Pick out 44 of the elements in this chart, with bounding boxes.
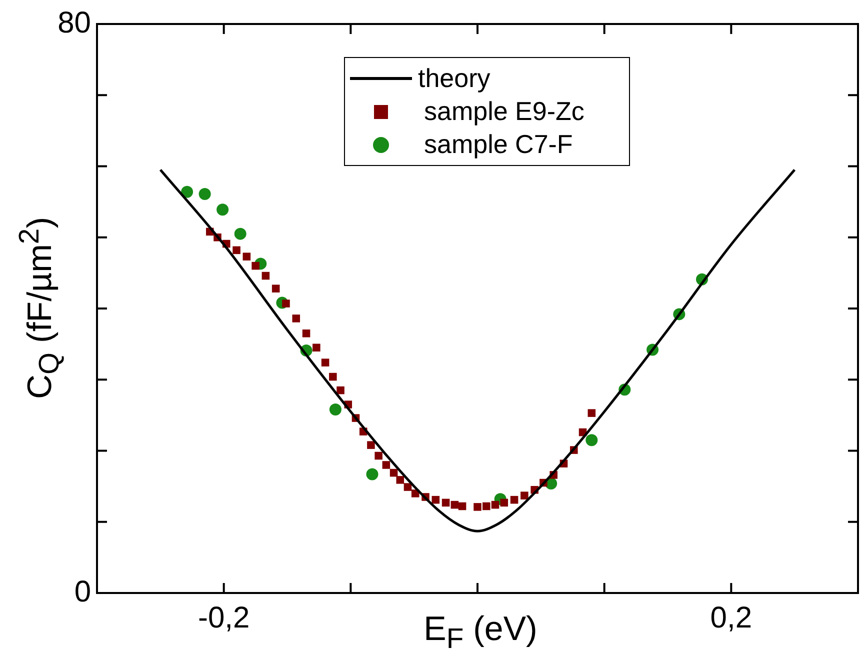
legend-label: sample E9-Zc (424, 96, 584, 127)
point (329, 404, 342, 416)
point (181, 186, 194, 198)
point (252, 262, 260, 270)
point (262, 272, 270, 280)
legend-label: sample C7-F (424, 129, 573, 160)
point (491, 500, 500, 509)
point (432, 496, 440, 504)
point (482, 502, 490, 510)
x-tick-label: -0,2 (198, 601, 250, 634)
point (390, 468, 398, 477)
y-tick-label: 0 (74, 575, 91, 608)
point (272, 284, 280, 292)
point (588, 409, 596, 417)
point (586, 434, 598, 446)
point (510, 496, 518, 504)
y-tick-label: 80 (58, 6, 91, 40)
point (234, 228, 246, 240)
point (292, 314, 300, 322)
point (396, 476, 404, 484)
point (367, 441, 375, 449)
line-series (159, 168, 796, 532)
point (458, 502, 466, 510)
point (302, 330, 310, 338)
point (474, 503, 482, 511)
point (442, 498, 450, 507)
legend-label: theory (418, 63, 490, 94)
point (312, 344, 320, 352)
point (374, 452, 382, 460)
point (404, 483, 412, 491)
point (366, 468, 378, 480)
x-axis-title: E$_{F}$ (eV) (424, 610, 538, 655)
point (282, 300, 290, 308)
point (198, 188, 211, 200)
point (382, 461, 390, 469)
point (520, 492, 528, 500)
x-tick-label: 0,2 (710, 601, 752, 634)
point (321, 358, 330, 366)
point (216, 204, 229, 216)
point (232, 246, 240, 254)
point (329, 372, 337, 381)
point (450, 500, 459, 509)
point (242, 252, 251, 260)
point (336, 386, 344, 394)
